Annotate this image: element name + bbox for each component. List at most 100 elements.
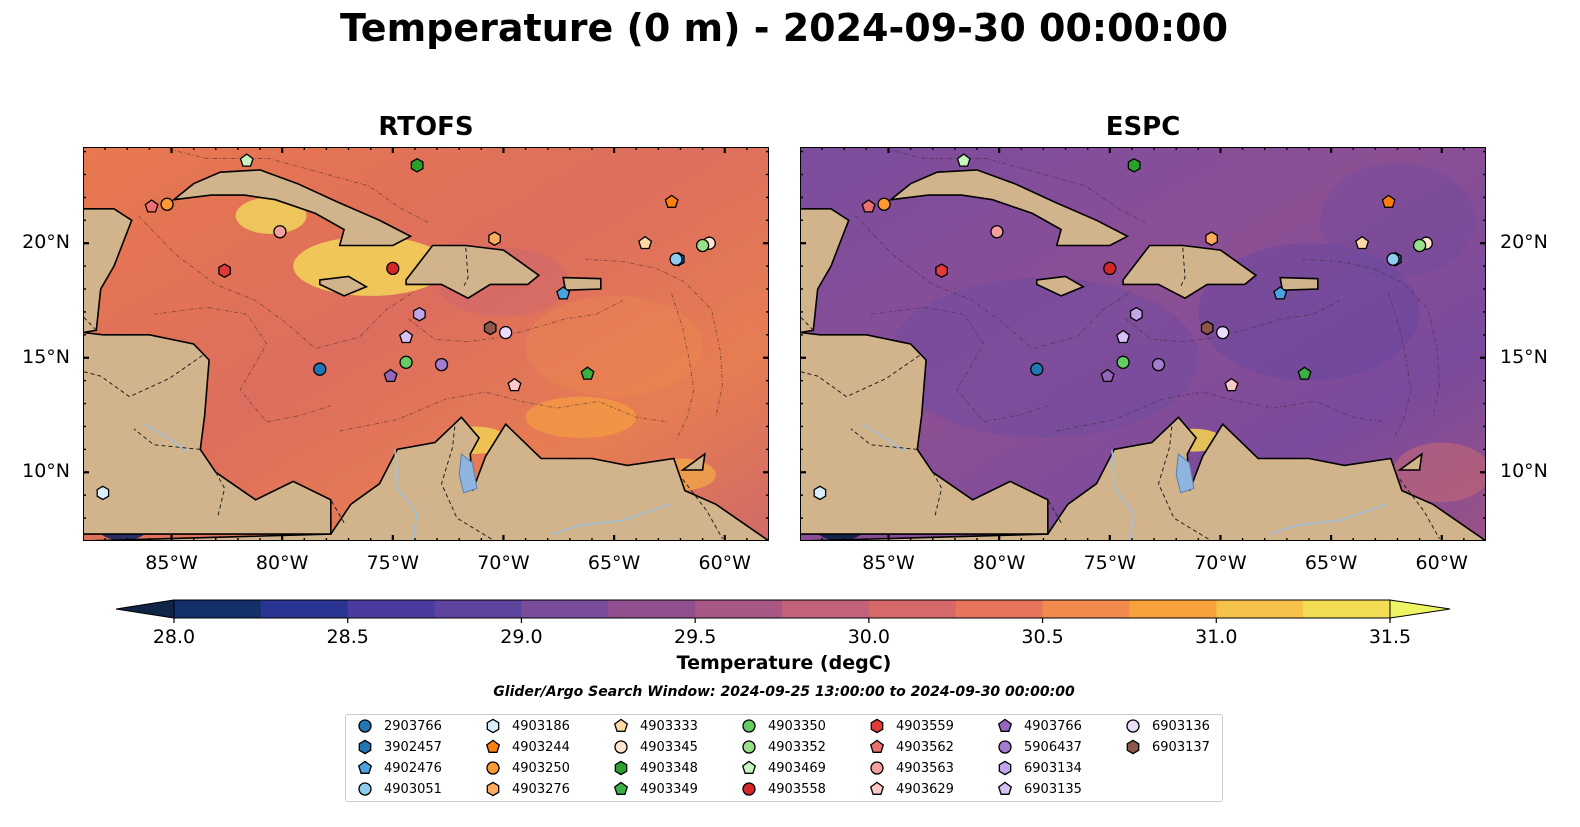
land-jamaica bbox=[1036, 275, 1086, 297]
float-marker-6903136 bbox=[499, 325, 513, 340]
land-hispaniola bbox=[1122, 244, 1258, 300]
float-marker-4903766 bbox=[997, 718, 1013, 732]
bathymetry-contour bbox=[870, 306, 1048, 423]
colorbar-segment bbox=[868, 600, 957, 618]
legend-label: 6903136 bbox=[1152, 718, 1210, 734]
legend-entry: 4903051 bbox=[356, 780, 442, 798]
float-marker-4903558 bbox=[742, 782, 756, 796]
float-marker-4903250 bbox=[486, 761, 500, 775]
colorbar-tick-label: 28.5 bbox=[326, 626, 369, 648]
country-border bbox=[463, 247, 469, 287]
country-border bbox=[1047, 499, 1062, 523]
bathymetry-contour bbox=[169, 148, 429, 223]
bathymetry-contour bbox=[153, 306, 331, 423]
colorbar-segment bbox=[260, 600, 349, 618]
country-border bbox=[800, 355, 920, 398]
float-marker-4903349 bbox=[580, 366, 595, 380]
legend-label: 4903629 bbox=[896, 781, 954, 797]
colorbar-segment bbox=[174, 600, 262, 618]
bathymetry-contour bbox=[408, 300, 624, 343]
float-marker-4903244 bbox=[485, 739, 501, 753]
legend-label: 4903250 bbox=[512, 760, 570, 776]
x-tick-label: 65°W bbox=[1304, 552, 1358, 574]
land-puertorico bbox=[562, 276, 602, 292]
float-marker-2903766 bbox=[358, 719, 372, 733]
float-marker-5906437 bbox=[998, 740, 1012, 754]
colorbar-min-extend bbox=[116, 599, 175, 619]
legend-label: 4903562 bbox=[896, 739, 954, 755]
legend-entry: 6903136 bbox=[1124, 717, 1210, 735]
y-tick-label-left: 15°N bbox=[22, 345, 70, 368]
legend-label: 4903349 bbox=[640, 781, 698, 797]
float-marker-4903562 bbox=[144, 199, 159, 213]
float-marker-4903186 bbox=[96, 485, 110, 501]
float-marker-4903051 bbox=[358, 782, 372, 796]
float-marker-4903563 bbox=[870, 761, 884, 775]
float-marker-4903352 bbox=[1412, 238, 1427, 253]
legend-entry: 4903250 bbox=[484, 759, 570, 777]
river bbox=[1111, 449, 1135, 541]
country-border bbox=[932, 472, 943, 516]
colorbar-max-extend bbox=[1389, 599, 1451, 619]
float-marker-4903352 bbox=[695, 238, 710, 253]
float-marker-6903135 bbox=[997, 781, 1013, 795]
float-marker-4903469 bbox=[239, 153, 254, 167]
float-marker-4903244 bbox=[664, 194, 679, 208]
country-border bbox=[83, 316, 97, 331]
land-puertorico bbox=[1279, 276, 1319, 292]
river bbox=[1268, 503, 1387, 535]
legend-entry: 4903276 bbox=[484, 780, 570, 798]
float-marker-4903244 bbox=[1381, 194, 1396, 208]
legend-label: 4903348 bbox=[640, 760, 698, 776]
legend-label: 4903469 bbox=[768, 760, 826, 776]
legend-label: 4903345 bbox=[640, 739, 698, 755]
legend-entry: 4903469 bbox=[740, 759, 826, 777]
float-marker-4903563 bbox=[990, 225, 1004, 239]
bathymetry-contour bbox=[1388, 293, 1412, 441]
float-marker-4903350 bbox=[742, 719, 756, 733]
legend-label: 4903558 bbox=[768, 781, 826, 797]
land-centralamerica bbox=[83, 331, 332, 535]
float-marker-4903348 bbox=[410, 157, 424, 173]
y-tick-label-right: 20°N bbox=[1500, 231, 1548, 254]
float-marker-4903345 bbox=[614, 740, 628, 754]
legend-entry: 4903349 bbox=[612, 780, 698, 798]
float-legend: 2903766 3902457 4902476 4903051 4903186 49032… bbox=[345, 714, 1223, 802]
legend-label: 4903333 bbox=[640, 718, 698, 734]
colorbar-tick-label: 29.0 bbox=[500, 626, 543, 648]
land-centralamerica bbox=[800, 331, 1049, 535]
figure-title: Temperature (0 m) - 2024-09-30 00:00:00 bbox=[339, 6, 1229, 50]
colorbar-segment bbox=[434, 600, 522, 618]
legend-label: 6903135 bbox=[1024, 781, 1082, 797]
float-marker-6903137 bbox=[1200, 320, 1214, 336]
legend-entry: 4903559 bbox=[868, 717, 954, 735]
float-marker-4903559 bbox=[218, 263, 231, 279]
float-marker-4903333 bbox=[613, 718, 629, 732]
y-tick-label-left: 20°N bbox=[22, 231, 70, 254]
x-tick-label: 70°W bbox=[1194, 552, 1247, 574]
legend-label: 4902476 bbox=[384, 760, 442, 776]
legend-entry: 4903350 bbox=[740, 717, 826, 735]
float-marker-6903136 bbox=[1126, 719, 1140, 733]
float-marker-5906437 bbox=[1151, 357, 1166, 372]
colorbar-frame bbox=[173, 599, 1391, 619]
country-border bbox=[850, 428, 918, 450]
legend-entry: 4903766 bbox=[996, 717, 1082, 735]
x-tick-label: 60°W bbox=[698, 552, 751, 574]
colorbar-segment bbox=[1303, 600, 1391, 618]
colorbar-segment bbox=[955, 600, 1044, 618]
float-marker-4903558 bbox=[1103, 261, 1117, 276]
float-marker-4903349 bbox=[613, 781, 629, 795]
land-southamerica bbox=[800, 416, 1486, 541]
legend-label: 3902457 bbox=[384, 739, 442, 755]
land-trinidad bbox=[680, 452, 706, 471]
legend-entry: 4903333 bbox=[612, 717, 698, 735]
float-marker-4903559 bbox=[870, 718, 884, 734]
x-tick-label: 60°W bbox=[1415, 552, 1468, 574]
y-tick-label-right: 15°N bbox=[1500, 345, 1548, 368]
float-marker-4903349 bbox=[1297, 366, 1312, 380]
float-marker-4903629 bbox=[507, 377, 522, 392]
colorbar-tick-label: 29.5 bbox=[673, 626, 717, 648]
legend-entry: 6903134 bbox=[996, 759, 1082, 777]
x-tick-label: 80°W bbox=[255, 552, 309, 574]
